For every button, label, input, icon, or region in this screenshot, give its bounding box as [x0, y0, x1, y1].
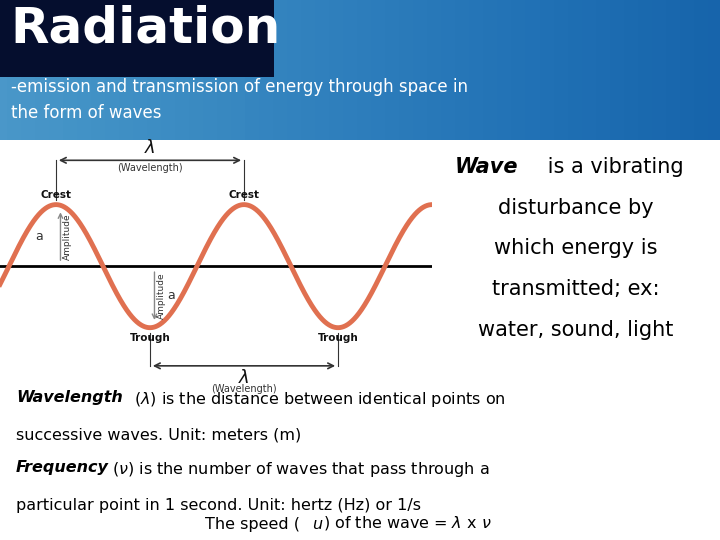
Text: a: a — [167, 289, 175, 302]
Text: disturbance by: disturbance by — [498, 198, 654, 218]
Text: Trough: Trough — [130, 333, 171, 342]
Text: Trough: Trough — [318, 333, 359, 342]
Text: transmitted; ex:: transmitted; ex: — [492, 279, 660, 299]
Text: u: u — [312, 517, 322, 532]
Text: ) of the wave = $\lambda$ x $\nu$: ) of the wave = $\lambda$ x $\nu$ — [323, 514, 491, 532]
Text: ($\nu$) is the number of waves that pass through a: ($\nu$) is the number of waves that pass… — [107, 460, 489, 479]
Text: ($\lambda$) is the distance between identical points on: ($\lambda$) is the distance between iden… — [129, 389, 505, 409]
Text: the form of waves: the form of waves — [11, 104, 161, 122]
Text: which energy is: which energy is — [494, 238, 658, 259]
Text: Frequency: Frequency — [16, 460, 109, 475]
Text: Wave: Wave — [455, 157, 518, 177]
Text: Wavelength: Wavelength — [16, 389, 122, 404]
Text: is a vibrating: is a vibrating — [541, 157, 684, 177]
Text: (Wavelength): (Wavelength) — [117, 164, 183, 173]
Text: The speed (: The speed ( — [205, 517, 300, 532]
Text: water, sound, light: water, sound, light — [478, 320, 674, 340]
Text: particular point in 1 second. Unit: hertz (Hz) or 1/s: particular point in 1 second. Unit: hert… — [16, 498, 420, 514]
Text: -emission and transmission of energy through space in: -emission and transmission of energy thr… — [11, 78, 468, 97]
Text: successive waves. Unit: meters (m): successive waves. Unit: meters (m) — [16, 428, 301, 443]
Text: (Wavelength): (Wavelength) — [211, 384, 276, 394]
Text: $\lambda$: $\lambda$ — [144, 139, 156, 157]
Text: Crest: Crest — [40, 190, 71, 200]
Text: Radiation: Radiation — [11, 4, 281, 52]
Bar — [0, 0, 274, 77]
Text: Crest: Crest — [228, 190, 259, 200]
Text: Amplitude: Amplitude — [157, 272, 166, 319]
Text: $\lambda$: $\lambda$ — [238, 369, 250, 387]
Text: Amplitude: Amplitude — [63, 213, 72, 260]
Text: a: a — [36, 230, 43, 243]
